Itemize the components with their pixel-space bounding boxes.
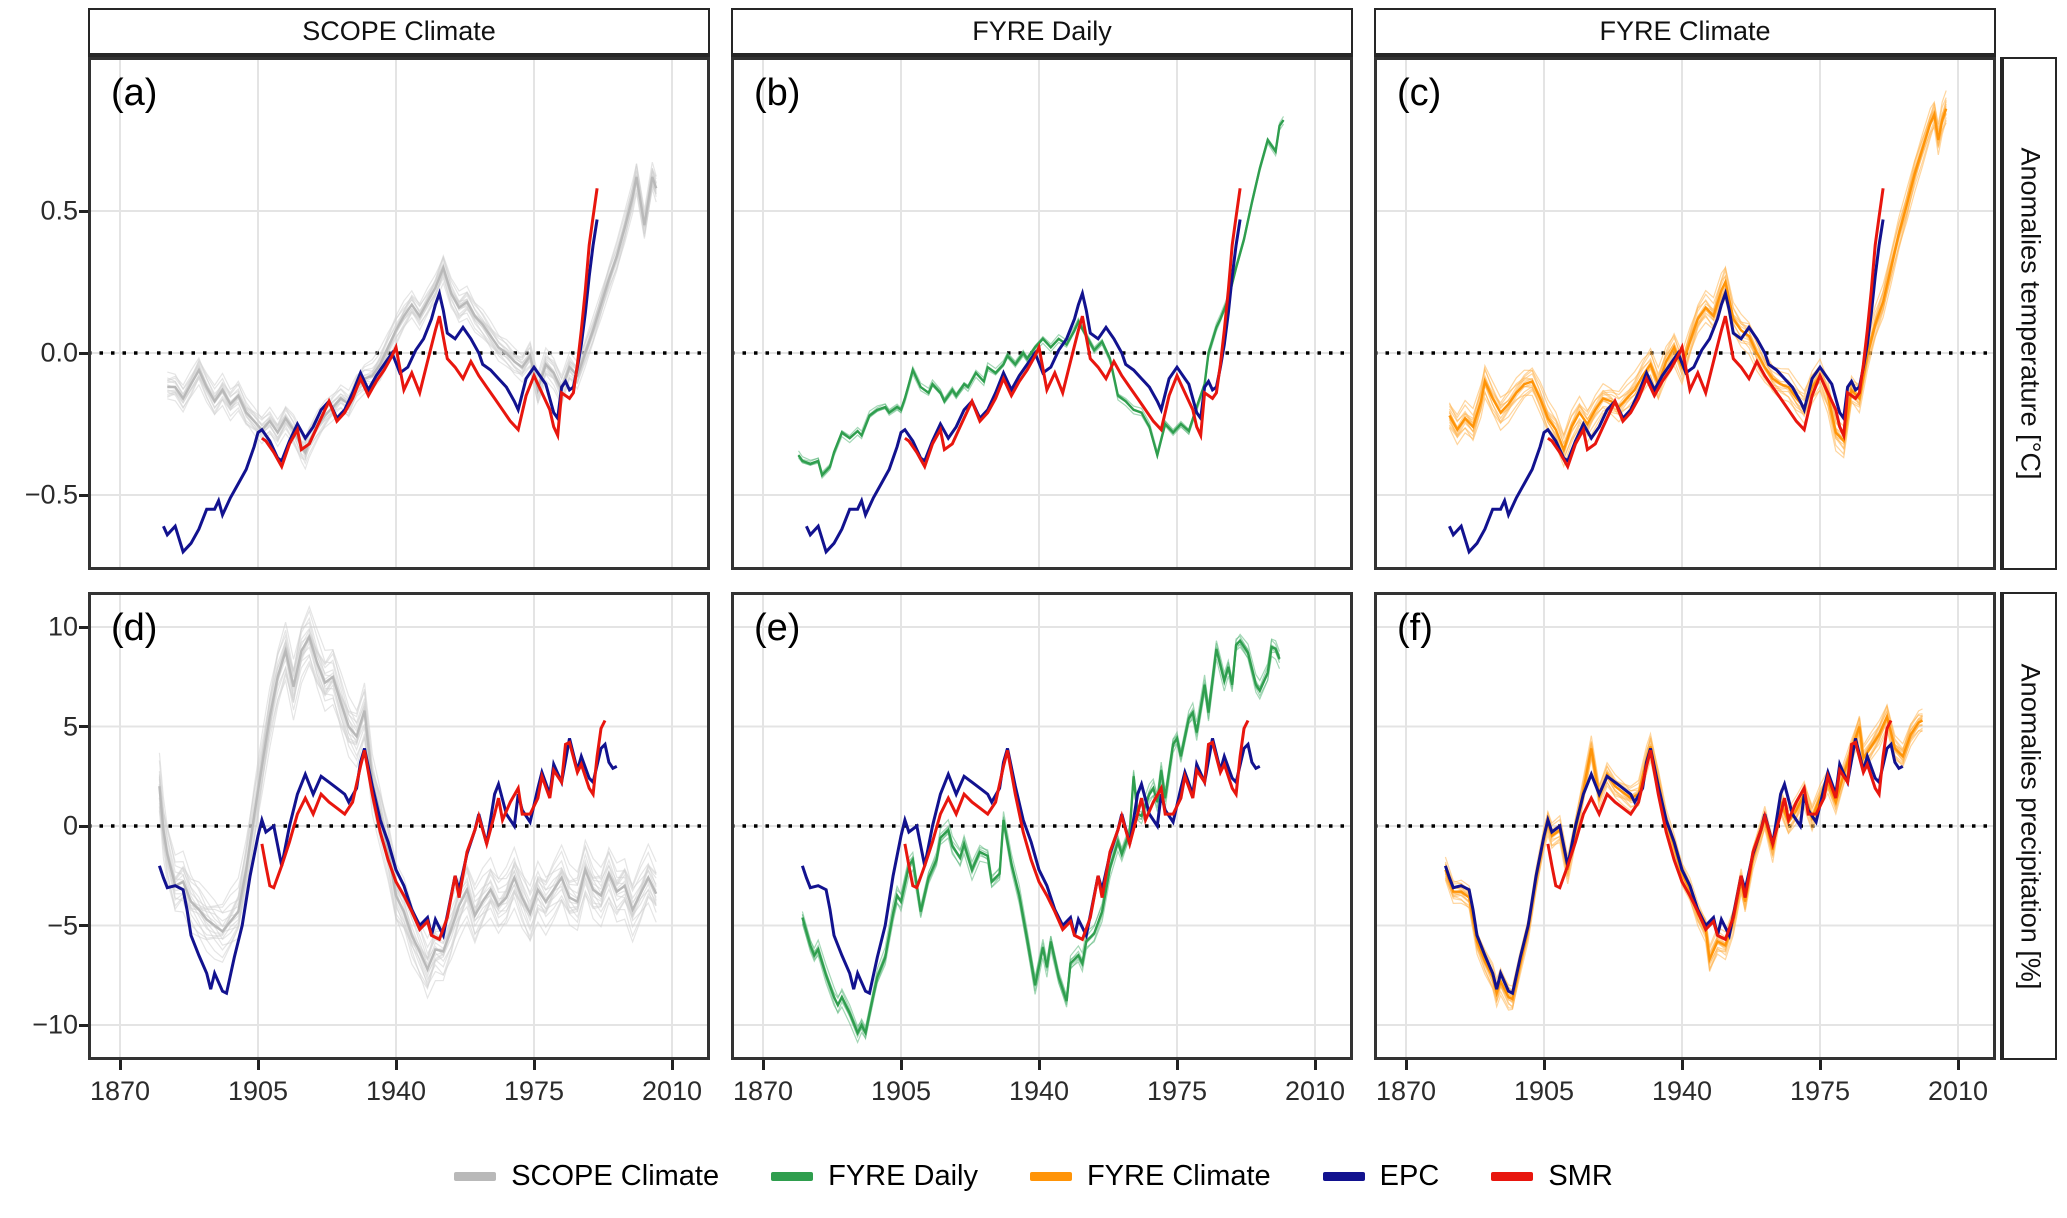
facet-strip-label: FYRE Climate xyxy=(1599,16,1771,46)
x-axis-tick-mark xyxy=(394,1060,398,1070)
x-axis-tick-label: 1905 xyxy=(1513,1076,1575,1106)
panel-d-letter: (d) xyxy=(111,607,158,649)
legend-swatch-icon xyxy=(454,1171,497,1181)
facet-strip-fyre-daily: FYRE Daily xyxy=(731,8,1353,57)
panel-e-plot: FYRE DailyEPCSMR xyxy=(734,595,1350,1057)
x-axis-tick-label: 1870 xyxy=(89,1076,151,1106)
x-axis-tick-mark xyxy=(118,1060,122,1070)
y-axis-tick-mark xyxy=(79,725,88,728)
legend: SCOPE Climate FYRE Daily FYRE Climate EPC SM… xyxy=(0,1146,2067,1206)
legend-item-fyre-climate: FYRE Climate xyxy=(1029,1159,1271,1193)
y-axis-tick-mark xyxy=(79,1023,88,1027)
x-axis-tick-label: 1975 xyxy=(1146,1076,1208,1106)
x-axis-tick-mark xyxy=(761,1060,765,1070)
y-axis-tick-mark xyxy=(79,824,88,828)
facet-strip-label: FYRE Daily xyxy=(972,16,1112,46)
legend-label: EPC xyxy=(1379,1159,1440,1192)
facet-strip-label: Anomalies temperature [°C] xyxy=(2015,147,2045,480)
facet-strip-precipitation: Anomalies precipitation [%] xyxy=(2000,592,2057,1060)
y-axis-tick-mark xyxy=(79,351,88,355)
y-axis-tick-mark xyxy=(79,209,88,213)
x-axis-tick-label: 1975 xyxy=(503,1076,565,1106)
legend-swatch-icon xyxy=(1322,1171,1365,1181)
legend-label: FYRE Climate xyxy=(1086,1159,1271,1192)
y-axis-tick-label: 0.0 xyxy=(40,337,78,368)
legend-item-fyre-daily: FYRE Daily xyxy=(771,1160,978,1193)
legend-label: SCOPE Climate xyxy=(511,1159,720,1192)
x-axis-tick-mark xyxy=(1956,1060,1960,1070)
y-axis-tick-mark xyxy=(79,625,88,629)
y-axis-tick-mark xyxy=(79,924,88,927)
x-axis-tick-label: 1940 xyxy=(1008,1076,1070,1106)
x-axis-tick-mark xyxy=(899,1060,903,1070)
panel-f-letter: (f) xyxy=(1397,607,1433,649)
facet-strip-temperature: Anomalies temperature [°C] xyxy=(2000,57,2057,570)
legend-swatch-icon xyxy=(1491,1171,1534,1181)
y-axis-tick-label: 0.5 xyxy=(40,195,78,226)
x-axis-tick-mark xyxy=(256,1060,260,1070)
x-axis-tick-label: 1940 xyxy=(365,1076,427,1106)
legend-item-smr: SMR xyxy=(1491,1159,1613,1193)
x-axis-tick-mark xyxy=(1313,1060,1317,1070)
x-axis-tick-mark xyxy=(1037,1060,1041,1070)
y-axis-tick-label: 0 xyxy=(62,810,78,841)
x-axis-tick-mark xyxy=(670,1060,674,1070)
panel-b-plot: FYRE DailyEPCSMR xyxy=(734,60,1350,567)
x-axis-tick-mark xyxy=(1404,1060,1408,1070)
y-axis-tick-mark xyxy=(79,493,88,497)
x-axis-tick-label: 2010 xyxy=(641,1076,703,1106)
y-axis-tick-label: −10 xyxy=(32,1009,78,1040)
x-axis-tick-label: 1940 xyxy=(1651,1076,1713,1106)
x-axis-tick-mark xyxy=(1818,1060,1822,1070)
panel-a-letter: (a) xyxy=(111,72,158,114)
panel-b-letter: (b) xyxy=(754,72,801,114)
facet-strip-label: SCOPE Climate xyxy=(302,16,496,46)
legend-label: FYRE Daily xyxy=(828,1159,978,1192)
panel-b: FYRE DailyEPCSMR(b) xyxy=(731,57,1353,570)
x-axis-tick-mark xyxy=(1680,1060,1684,1070)
x-axis-tick-mark xyxy=(532,1060,536,1070)
legend-label: SMR xyxy=(1548,1159,1613,1192)
y-axis-tick-label: −5 xyxy=(47,910,78,940)
legend-item-scope-climate: SCOPE Climate xyxy=(454,1160,719,1193)
x-axis-tick-label: 1905 xyxy=(870,1076,932,1106)
x-axis-tick-label: 2010 xyxy=(1927,1076,1989,1106)
x-axis-tick-label: 2010 xyxy=(1284,1076,1346,1106)
x-axis-tick-label: 1975 xyxy=(1789,1076,1851,1106)
x-axis-tick-label: 1870 xyxy=(732,1076,794,1106)
x-axis-tick-mark xyxy=(1542,1060,1546,1070)
x-axis-tick-label: 1870 xyxy=(1375,1076,1437,1106)
panel-e: FYRE DailyEPCSMR(e) xyxy=(731,592,1353,1060)
panel-c-letter: (c) xyxy=(1397,72,1442,114)
x-axis-tick-mark xyxy=(1175,1060,1179,1070)
facet-strip-scope-climate: SCOPE Climate xyxy=(88,8,710,57)
x-axis-tick-label: 1905 xyxy=(227,1076,289,1106)
legend-swatch-icon xyxy=(771,1171,814,1181)
facet-strip-label: Anomalies precipitation [%] xyxy=(2015,663,2046,989)
y-axis-tick-label: −0.5 xyxy=(24,479,78,510)
y-axis-tick-label: 10 xyxy=(47,611,78,642)
y-axis-tick-label: 5 xyxy=(62,711,78,741)
legend-item-epc: EPC xyxy=(1322,1159,1440,1193)
panel-e-letter: (e) xyxy=(754,607,801,649)
legend-swatch-icon xyxy=(1029,1171,1072,1181)
facet-strip-fyre-climate: FYRE Climate xyxy=(1374,8,1996,57)
